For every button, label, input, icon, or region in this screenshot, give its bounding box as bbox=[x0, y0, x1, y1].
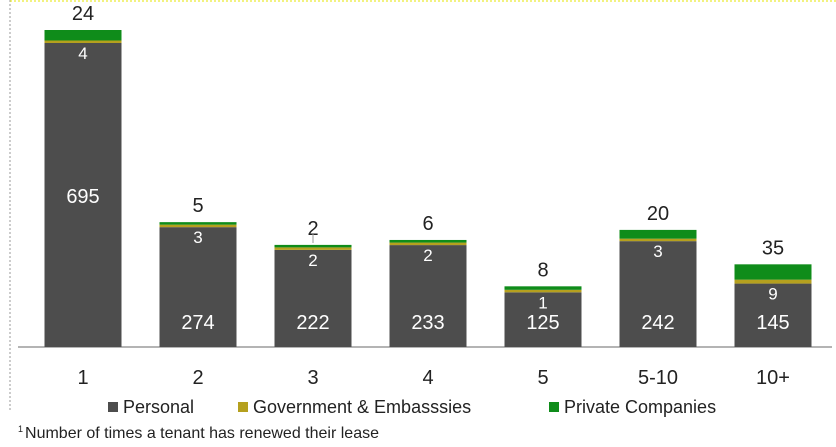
bar-private-companies-0 bbox=[44, 30, 122, 41]
x-tick-label-6: 10+ bbox=[756, 367, 790, 389]
data-label-personal-2: 222 bbox=[296, 312, 329, 334]
data-label-total-4: 8 bbox=[537, 259, 548, 281]
data-label-inner-6: 9 bbox=[768, 285, 777, 304]
x-tick-label-4: 5 bbox=[537, 367, 548, 389]
bar-government-embasssies-0 bbox=[44, 40, 122, 43]
bar-private-companies-3 bbox=[389, 239, 467, 243]
bar-government-embasssies-4 bbox=[504, 289, 582, 293]
bar-government-embasssies-1 bbox=[159, 224, 237, 228]
data-label-personal-0: 695 bbox=[66, 186, 99, 208]
data-label-inner-1: 3 bbox=[193, 228, 202, 247]
legend-swatch-0 bbox=[108, 402, 118, 412]
footnote-text: Number of times a tenant has renewed the… bbox=[25, 425, 379, 442]
x-tick-label-5: 5-10 bbox=[638, 367, 678, 389]
bar-government-embasssies-3 bbox=[389, 242, 467, 246]
bar-personal-3 bbox=[389, 245, 467, 347]
bar-personal-2 bbox=[274, 249, 352, 347]
bar-personal-0 bbox=[44, 43, 122, 347]
x-tick-label-2: 3 bbox=[307, 367, 318, 389]
data-label-total-2: 2 bbox=[307, 218, 318, 240]
data-label-total-3: 6 bbox=[422, 213, 433, 235]
bar-government-embasssies-6 bbox=[734, 279, 812, 284]
footnote: 1 Number of times a tenant has renewed th… bbox=[18, 424, 379, 443]
data-label-inner-5: 3 bbox=[653, 242, 662, 261]
legend-label-1: Government & Embasssies bbox=[253, 397, 471, 417]
bar-private-companies-5 bbox=[619, 229, 697, 239]
x-tick-label-3: 4 bbox=[422, 367, 433, 389]
bar-personal-5 bbox=[619, 241, 697, 347]
bar-private-companies-6 bbox=[734, 264, 812, 280]
legend-label-0: Personal bbox=[123, 397, 194, 417]
bar-personal-4 bbox=[504, 292, 582, 347]
bar-private-companies-4 bbox=[504, 286, 582, 290]
bars-group: 69542412743522222232332641251852423205-1… bbox=[44, 3, 812, 389]
data-label-inner-2: 2 bbox=[308, 251, 317, 270]
bar-private-companies-1 bbox=[159, 222, 237, 225]
data-label-inner-3: 2 bbox=[423, 246, 432, 265]
data-label-personal-4: 125 bbox=[526, 312, 559, 334]
x-tick-label-1: 2 bbox=[192, 367, 203, 389]
bar-personal-1 bbox=[159, 227, 237, 347]
x-tick-label-0: 1 bbox=[77, 367, 88, 389]
data-label-inner-4: 1 bbox=[538, 293, 547, 312]
legend-swatch-1 bbox=[238, 402, 248, 412]
data-label-total-0: 24 bbox=[72, 3, 94, 25]
data-label-personal-5: 242 bbox=[641, 312, 674, 334]
data-label-personal-6: 145 bbox=[756, 312, 789, 334]
data-label-total-1: 5 bbox=[192, 195, 203, 217]
legend-label-2: Private Companies bbox=[564, 397, 716, 417]
bar-government-embasssies-2 bbox=[274, 247, 352, 250]
legend-swatch-2 bbox=[549, 402, 559, 412]
data-label-personal-3: 233 bbox=[411, 312, 444, 334]
bar-government-embasssies-5 bbox=[619, 238, 697, 242]
data-label-personal-1: 274 bbox=[181, 312, 214, 334]
footnote-marker: 1 bbox=[18, 424, 24, 434]
legend: Personal Government & Embasssies Private C… bbox=[108, 397, 716, 417]
data-label-inner-0: 4 bbox=[78, 44, 87, 63]
bar-personal-6 bbox=[734, 283, 812, 347]
bar-private-companies-2 bbox=[274, 244, 352, 248]
data-label-total-5: 20 bbox=[647, 203, 669, 225]
data-label-total-6: 35 bbox=[762, 237, 784, 259]
